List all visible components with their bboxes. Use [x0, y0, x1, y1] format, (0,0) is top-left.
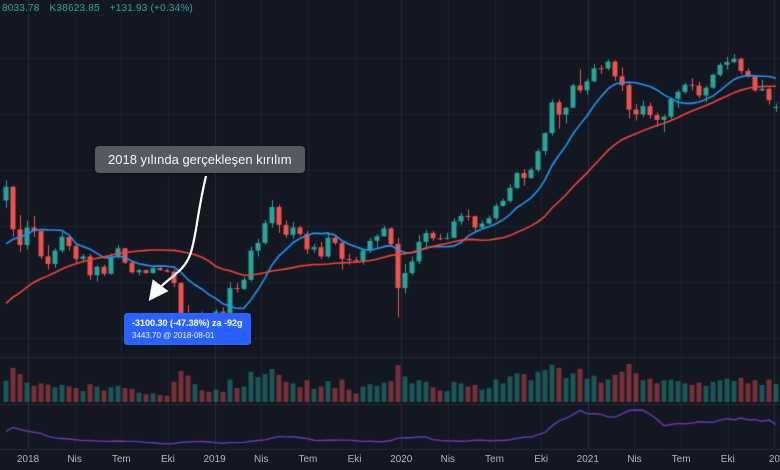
- measurement-tooltip[interactable]: -3100.30 (-47.38%) za -92g 3443.70 @ 201…: [124, 313, 251, 345]
- time-axis-label: Nis: [254, 454, 269, 465]
- time-axis-label: 2020: [390, 454, 413, 465]
- time-axis-label: Eki: [347, 454, 362, 465]
- time-axis-label: Tem: [485, 454, 504, 465]
- measurement-change: -3100.30 (-47.38%) za -92g: [132, 318, 243, 328]
- time-axis-label: 2019: [203, 454, 226, 465]
- time-axis-label: Eki: [720, 454, 735, 465]
- legend-close-value: K38623.85: [49, 3, 100, 14]
- measurement-price-date: 3443.70 @ 2018-08-01: [132, 330, 215, 340]
- time-axis[interactable]: 2018 Nis Tem Eki 2019 Nis Tem Eki 2020 Nis Tem Eki 2…: [0, 450, 780, 470]
- time-axis-label: 2018: [16, 454, 40, 465]
- time-axis-label: Eki: [160, 454, 175, 465]
- time-axis-label: 2021: [576, 454, 599, 465]
- time-axis-label: Tem: [671, 454, 691, 465]
- time-axis-label: Tem: [298, 454, 318, 465]
- time-axis-label: Eki: [534, 454, 549, 465]
- time-axis-label: Tem: [111, 454, 131, 465]
- time-axis-label: Nis: [627, 454, 642, 465]
- legend-change-value: +131.93 (+0.34%): [109, 3, 193, 14]
- time-axis-label: 20: [768, 454, 780, 465]
- legend-open-value: 8033.78: [2, 3, 40, 14]
- time-axis-label: Nis: [440, 454, 456, 465]
- time-axis-label: Nis: [67, 454, 82, 465]
- symbol-legend: 8033.78 K38623.85 +131.93 (+0.34%): [2, 3, 200, 14]
- annotation-callout[interactable]: 2018 yılında gerçekleşen kırılım: [95, 146, 305, 173]
- annotation-text: 2018 yılında gerçekleşen kırılım: [108, 152, 292, 167]
